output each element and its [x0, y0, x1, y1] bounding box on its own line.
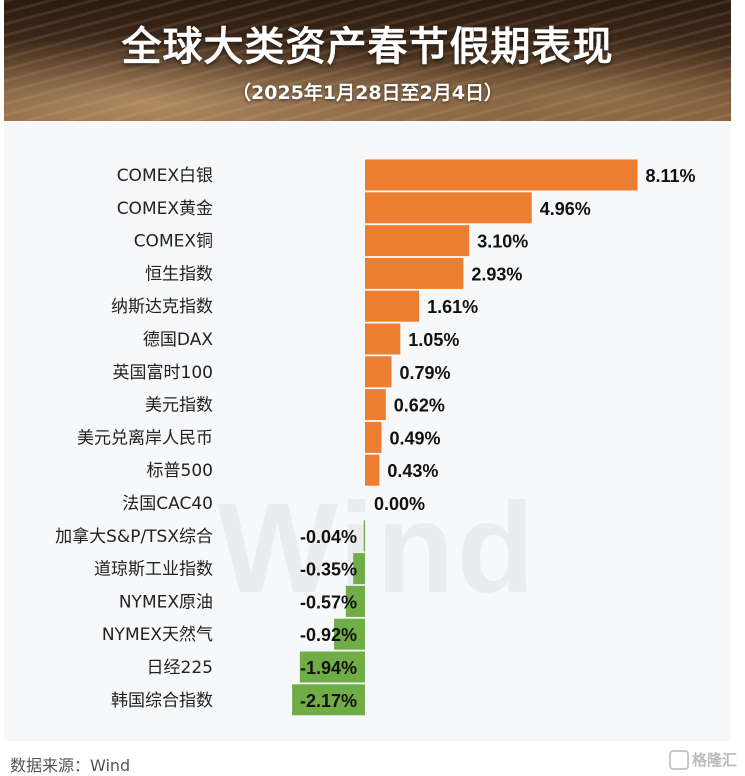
- category-label-3: 恒生指数: [145, 264, 213, 284]
- value-label-14: -0.92%: [300, 625, 357, 645]
- bar-7: [365, 389, 386, 421]
- category-label-12: 道琼斯工业指数: [94, 560, 213, 580]
- value-label-3: 2.93%: [471, 264, 522, 284]
- category-label-7: 美元指数: [145, 396, 213, 416]
- chart-title: 全球大类资产春节假期表现: [121, 24, 614, 70]
- gelonghui-logo: 格隆汇: [668, 749, 737, 771]
- bar-14: [334, 618, 365, 650]
- category-label-6: 英国富时100: [113, 363, 213, 383]
- bar-12: [353, 553, 365, 585]
- value-label-10: 0.00%: [374, 494, 425, 514]
- bar-chart: COMEX白银 8.11% COMEX黄金 4.96% COMEX铜 3.10% 恒生指数 2…: [55, 159, 696, 716]
- category-label-8: 美元兑离岸人民币: [77, 428, 213, 448]
- wind-watermark: Wind: [217, 475, 537, 622]
- bar-0: [365, 159, 638, 191]
- category-label-13: NYMEX原油: [119, 592, 213, 612]
- bar-13: [345, 585, 365, 617]
- logo-text: 格隆汇: [691, 751, 737, 769]
- bar-5: [365, 323, 401, 355]
- bar-16: [292, 684, 365, 716]
- value-label-15: -1.94%: [300, 658, 357, 678]
- bar-6: [365, 356, 392, 388]
- value-label-8: 0.49%: [390, 428, 441, 448]
- value-label-0: 8.11%: [646, 166, 696, 186]
- category-label-9: 标普500: [147, 461, 213, 481]
- bar-15: [299, 651, 365, 683]
- bar-9: [365, 454, 380, 486]
- value-label-12: -0.35%: [300, 560, 357, 580]
- value-label-5: 1.05%: [408, 330, 459, 350]
- value-label-11: -0.04%: [300, 527, 357, 547]
- chart-subtitle: （2025年1月28日至2月4日）: [232, 82, 503, 104]
- bar-11: [363, 520, 365, 552]
- category-label-16: 韩国综合指数: [111, 691, 213, 711]
- category-label-15: 日经225: [147, 658, 213, 678]
- value-label-4: 1.61%: [427, 297, 478, 317]
- category-label-11: 加拿大S&P/TSX综合: [55, 526, 213, 547]
- value-label-2: 3.10%: [477, 232, 528, 252]
- logo-icon: [668, 749, 689, 770]
- bar-2: [365, 225, 470, 257]
- category-label-0: COMEX白银: [117, 166, 213, 186]
- value-label-13: -0.57%: [300, 592, 357, 612]
- value-label-16: -2.17%: [300, 691, 357, 711]
- category-label-10: 法国CAC40: [122, 494, 213, 514]
- value-label-6: 0.79%: [400, 363, 451, 383]
- bar-4: [365, 290, 420, 322]
- category-label-2: COMEX铜: [134, 232, 213, 252]
- bar-1: [365, 192, 532, 224]
- data-source: 数据来源：Wind: [10, 756, 131, 775]
- category-label-4: 纳斯达克指数: [111, 297, 213, 317]
- value-label-7: 0.62%: [394, 396, 445, 416]
- value-label-9: 0.43%: [387, 461, 438, 481]
- header-banner: 全球大类资产春节假期表现 （2025年1月28日至2月4日）: [4, 0, 731, 121]
- category-label-1: COMEX黄金: [117, 199, 213, 219]
- value-label-1: 4.96%: [540, 199, 591, 219]
- bar-8: [365, 421, 382, 453]
- bar-3: [365, 257, 464, 289]
- category-label-14: NYMEX天然气: [102, 625, 213, 645]
- category-label-5: 德国DAX: [143, 330, 213, 350]
